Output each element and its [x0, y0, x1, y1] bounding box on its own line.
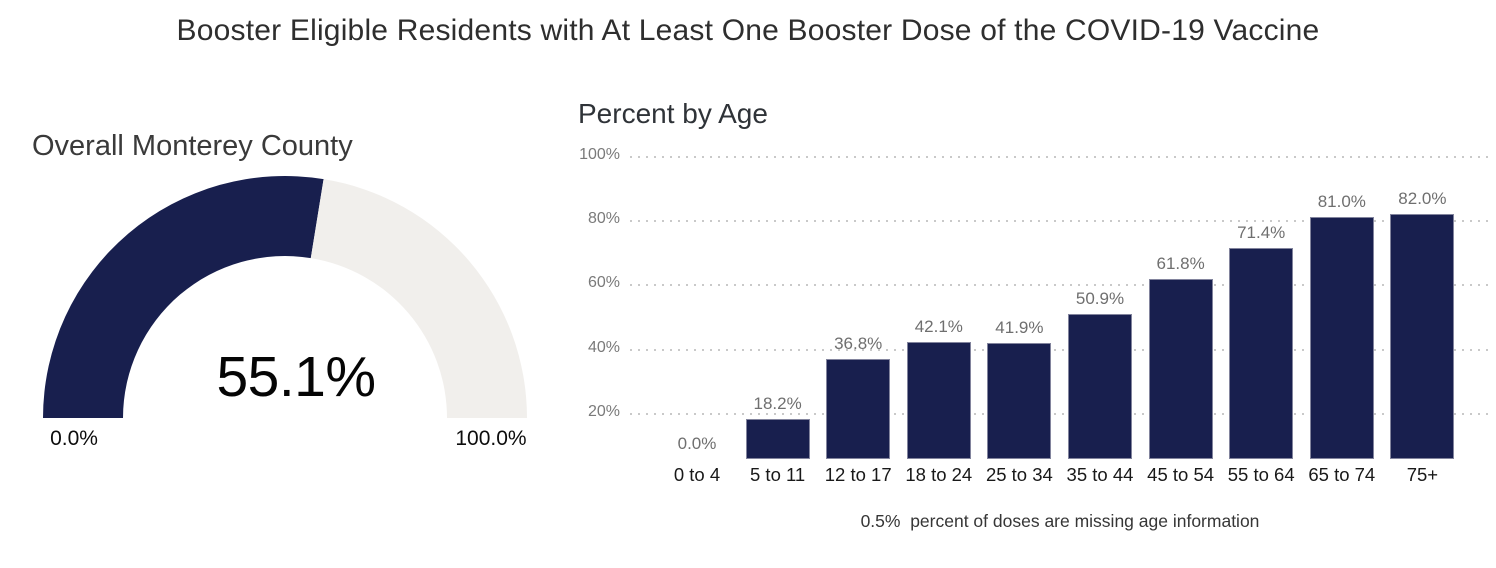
y-axis-tick-label: 60% [587, 274, 620, 292]
bar [1309, 216, 1374, 459]
bar-column: 36.8% 12 to 17 [818, 155, 899, 485]
gridline-60 [630, 284, 1490, 287]
bar-column: 0.0% 0 to 4 [657, 155, 738, 485]
gauge-title: Overall Monterey County [32, 130, 353, 162]
y-axis-tick-label: 100% [579, 145, 620, 163]
gridline-20 [630, 413, 1490, 416]
bar [1390, 213, 1455, 459]
bar [745, 418, 810, 459]
bar-category-label: 25 to 34 [985, 464, 1053, 485]
bar-column: 41.9% 25 to 34 [979, 155, 1060, 485]
y-axis-tick-label: 20% [587, 403, 620, 421]
bar-column: 61.8% 45 to 54 [1140, 155, 1221, 486]
gauge-fill-arc [43, 176, 324, 418]
bar-value-label: 18.2% [753, 393, 802, 413]
bar-value-label: 61.8% [1156, 253, 1205, 273]
bar-column: 50.9% 35 to 44 [1060, 155, 1141, 485]
bar-value-label: 41.9% [995, 317, 1044, 337]
bar-category-label: 65 to 74 [1308, 464, 1376, 485]
bar-chart-title: Percent by Age [578, 98, 768, 129]
bar [987, 342, 1052, 459]
bar-column: 82.0% 75+ [1382, 155, 1463, 485]
y-axis-tick-label: 40% [587, 338, 620, 356]
bar-category-label: 5 to 11 [750, 464, 806, 485]
bar-chart-plot-area: 0.0% 0 to 4 18.2% 5 to 11 36.8% 12 to 17 42.1%… [630, 155, 1490, 486]
bar-column: 18.2% 5 to 11 [737, 155, 818, 485]
bar-column: 42.1% 18 to 24 [899, 155, 980, 485]
bar [1148, 278, 1213, 459]
bar-category-label: 55 to 64 [1227, 464, 1295, 485]
bar [1229, 247, 1294, 459]
bar-category-label: 45 to 54 [1147, 464, 1215, 485]
gridline-100 [630, 155, 1490, 158]
page-title: Booster Eligible Residents with At Least… [176, 14, 1320, 47]
footnote: 0.5% percent of doses are missing age in… [860, 511, 1260, 531]
gauge-value: 55.1% [216, 345, 376, 409]
bar-category-label: 18 to 24 [905, 464, 973, 485]
bar [826, 359, 891, 459]
bar-column: 71.4% 55 to 64 [1221, 155, 1302, 485]
bar-column: 81.0% 65 to 74 [1302, 155, 1383, 485]
bar-category-label: 12 to 17 [824, 464, 892, 485]
bar-value-label: 82.0% [1398, 188, 1447, 208]
bar-category-label: 0 to 4 [673, 464, 721, 485]
bar-category-label: 75+ [1406, 464, 1439, 485]
gauge-min-label: 0.0% [50, 427, 98, 450]
gauge-max-label: 100.0% [455, 427, 527, 450]
bar [1067, 313, 1132, 459]
bar-category-label: 35 to 44 [1066, 464, 1134, 485]
y-axis-tick-label: 80% [587, 209, 620, 227]
gridline-80 [630, 219, 1490, 222]
bar-value-label: 71.4% [1237, 222, 1286, 242]
gridline-40 [630, 348, 1490, 351]
bar-value-label: 42.1% [914, 316, 963, 336]
gauge-chart [43, 176, 527, 418]
gauge-track-arc [310, 179, 527, 418]
bar-value-label: 36.8% [834, 334, 883, 353]
bar-value-label: 81.0% [1317, 191, 1366, 211]
bar-value-label: 50.9% [1075, 288, 1125, 308]
bar-value-label: 0.0% [677, 434, 717, 453]
bar [906, 341, 971, 459]
